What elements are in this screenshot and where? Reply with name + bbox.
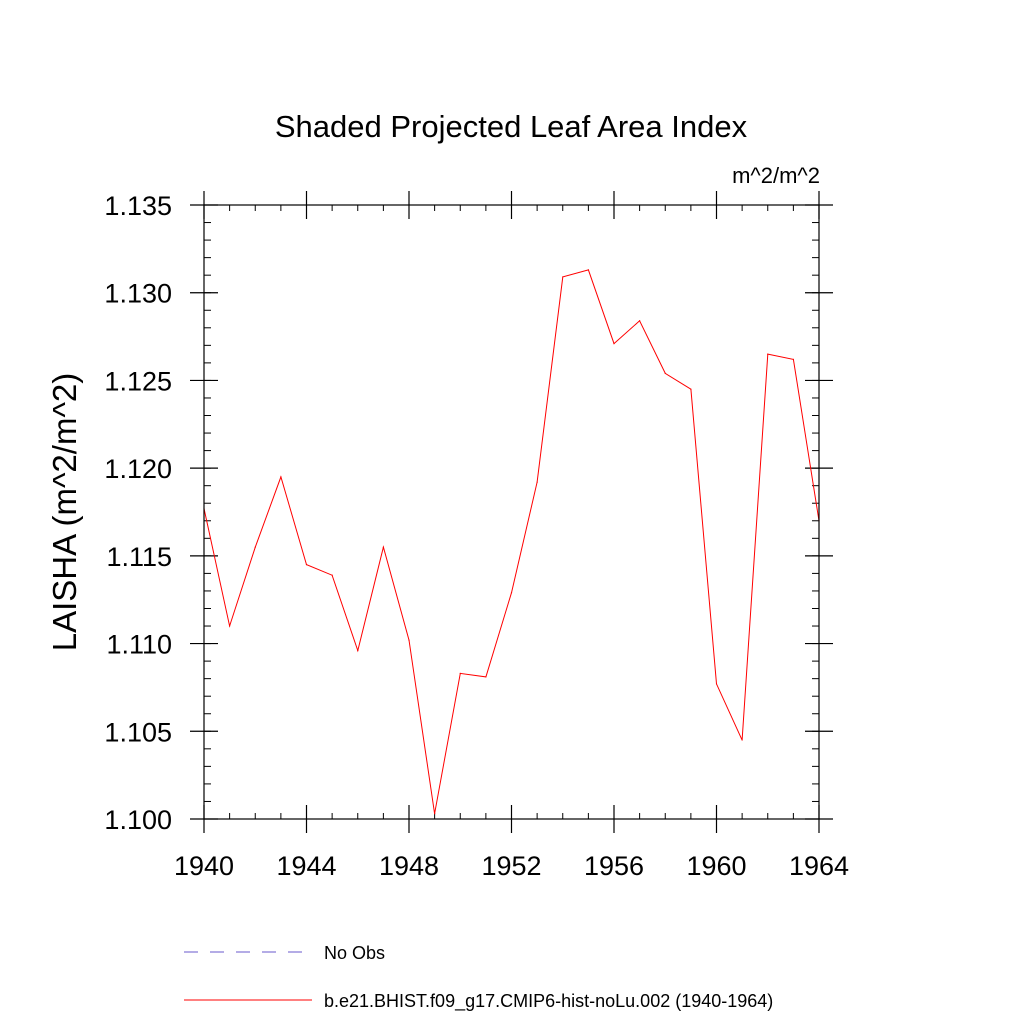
y-tick-label: 1.110 [106, 630, 172, 660]
data-point [562, 276, 564, 278]
data-point [690, 388, 692, 390]
major-ticks [190, 191, 833, 833]
y-axis-label: LAISHA (m^2/m^2) [46, 373, 83, 652]
data-point [741, 739, 743, 741]
y-tick-label: 1.130 [104, 279, 172, 309]
data-point [459, 672, 461, 674]
units-label: m^2/m^2 [732, 163, 820, 188]
data-point [587, 269, 589, 271]
y-tick-label: 1.120 [104, 454, 172, 484]
data-point [331, 574, 333, 576]
data-point [382, 546, 384, 548]
data-point [229, 625, 231, 627]
data-point [792, 358, 794, 360]
data-point [485, 676, 487, 678]
plot-frame [203, 204, 820, 820]
x-tick-label: 1944 [276, 851, 336, 881]
x-tick-label: 1956 [584, 851, 644, 881]
x-tick-label: 1964 [789, 851, 849, 881]
data-point [434, 813, 436, 815]
y-tick-label: 1.115 [106, 542, 172, 572]
x-tick-label: 1952 [481, 851, 541, 881]
series-line [203, 269, 820, 814]
y-tick-label: 1.125 [104, 366, 172, 396]
y-tick-label: 1.100 [104, 805, 172, 835]
data-point [357, 649, 359, 652]
legend: No Obs b.e21.BHIST.f09_g17.CMIP6-hist-noL… [184, 943, 773, 1012]
tick-labels: 1940 1944 1948 1952 1956 1960 1964 1.100 1.105 1.… [104, 191, 849, 881]
data-point [613, 342, 615, 345]
data-point [254, 546, 256, 548]
data-point [639, 320, 641, 322]
x-tick-label: 1960 [686, 851, 746, 881]
y-tick-label: 1.135 [104, 191, 172, 221]
chart-title: Shaded Projected Leaf Area Index [275, 109, 748, 144]
data-point [510, 592, 513, 594]
minor-ticks [203, 204, 820, 820]
data-point [715, 683, 718, 685]
legend-label: No Obs [324, 943, 385, 963]
data-point [664, 372, 666, 375]
x-tick-label: 1940 [174, 851, 234, 881]
x-tick-label: 1948 [379, 851, 439, 881]
y-tick-label: 1.105 [104, 717, 172, 747]
series-layer [203, 269, 820, 815]
data-point [305, 564, 308, 566]
data-point [536, 481, 538, 483]
legend-label: b.e21.BHIST.f09_g17.CMIP6-hist-noLu.002 … [324, 991, 773, 1012]
data-point [767, 353, 769, 355]
data-point [280, 476, 282, 478]
data-point [408, 639, 410, 641]
